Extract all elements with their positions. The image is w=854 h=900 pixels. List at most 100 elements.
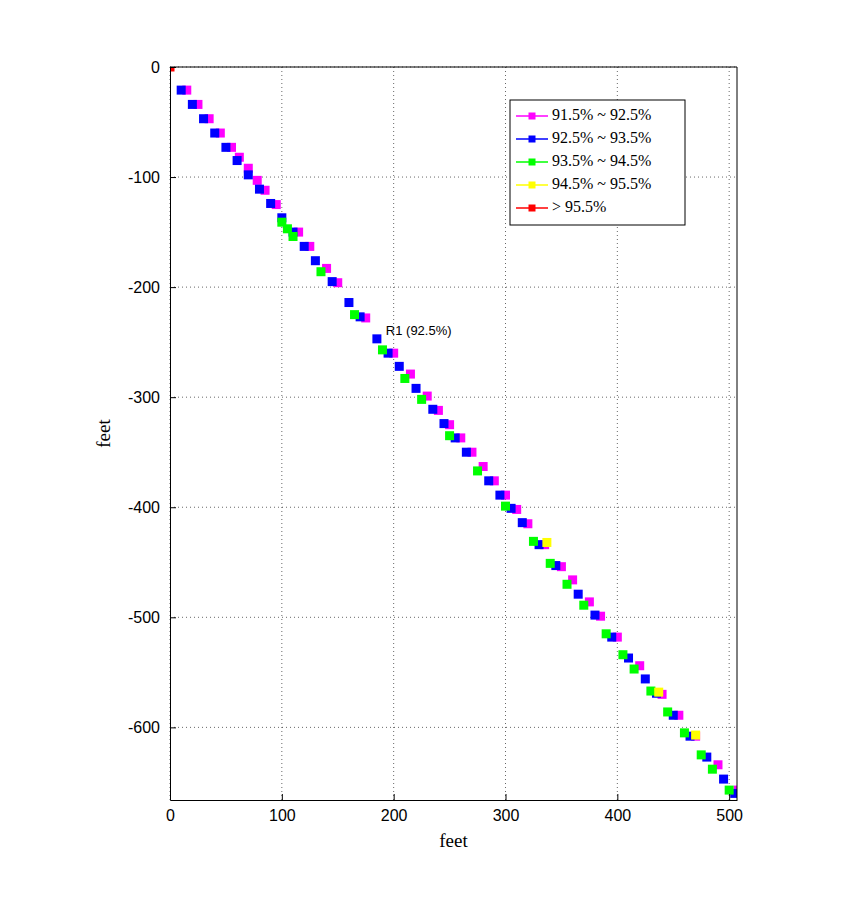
tick: -500 <box>128 609 176 626</box>
point <box>563 580 572 589</box>
tick-label: 0 <box>151 59 160 76</box>
point <box>253 176 262 185</box>
point <box>546 559 555 568</box>
point <box>266 199 275 208</box>
tick-label: -100 <box>128 169 160 186</box>
tick: 500 <box>716 794 743 824</box>
tick-mark <box>170 287 176 288</box>
point <box>574 590 583 599</box>
tick: -400 <box>128 499 176 516</box>
point <box>400 374 409 383</box>
grid-line-y <box>170 617 737 618</box>
point <box>372 334 381 343</box>
point <box>412 384 421 393</box>
grid-line-x <box>505 67 506 800</box>
point <box>199 114 208 123</box>
point <box>708 765 717 774</box>
point <box>221 143 230 152</box>
point <box>529 537 538 546</box>
legend-label: 91.5% ~ 92.5% <box>552 106 651 123</box>
point <box>590 611 599 620</box>
legend-label: 93.5% ~ 94.5% <box>552 152 651 169</box>
point <box>691 731 700 740</box>
y-axis-label: feet <box>93 419 114 448</box>
point <box>579 601 588 610</box>
tick-mark <box>170 727 176 728</box>
point <box>311 256 320 265</box>
tick-label: 400 <box>604 807 631 824</box>
legend-box <box>510 100 685 225</box>
tick-label: 200 <box>381 807 408 824</box>
legend: 91.5% ~ 92.5%92.5% ~ 93.5%93.5% ~ 94.5%9… <box>510 100 685 225</box>
points <box>170 67 737 798</box>
point <box>646 687 655 696</box>
legend-marker <box>529 113 536 120</box>
tick-mark <box>617 794 618 800</box>
point <box>439 419 448 428</box>
frame-right <box>737 67 738 800</box>
point <box>316 267 325 276</box>
point <box>602 629 611 638</box>
chart-svg: 0 100 200 300 400 500 -600 -500 -400 -300 -200 -100… <box>0 0 854 900</box>
tick-label: -300 <box>128 389 160 406</box>
chart-container: 0 100 200 300 400 500 -600 -500 -400 -300 -200 -100… <box>0 0 854 900</box>
grid-line-y <box>170 727 737 728</box>
grid-line-y <box>170 287 737 288</box>
grid <box>170 67 737 800</box>
x-axis: 0100200300400500 <box>166 794 743 824</box>
point <box>210 129 219 138</box>
annotation: R1 (92.5%) <box>386 323 452 338</box>
point <box>719 775 728 784</box>
grid-line-x <box>170 67 171 800</box>
tick-mark <box>282 794 283 800</box>
grid-line-y <box>170 67 737 68</box>
point <box>255 185 264 194</box>
tick-label: 100 <box>269 807 296 824</box>
tick-mark <box>506 794 507 800</box>
point <box>542 538 551 547</box>
tick-label: 500 <box>716 807 743 824</box>
point <box>283 224 292 233</box>
point <box>663 707 672 716</box>
axis-line <box>171 800 738 801</box>
point <box>462 448 471 457</box>
x-axis-label: feet <box>439 830 468 851</box>
grid-line-y <box>170 507 737 508</box>
point <box>630 665 639 674</box>
point <box>417 395 426 404</box>
legend-label: > 95.5% <box>552 198 606 215</box>
tick: -100 <box>128 169 176 186</box>
point <box>618 650 627 659</box>
point <box>244 170 253 179</box>
grid-line-x <box>729 67 730 800</box>
grid-line-y <box>170 397 737 398</box>
legend-marker <box>529 136 536 143</box>
point <box>233 156 242 165</box>
point <box>495 491 504 500</box>
tick: -600 <box>128 719 176 736</box>
point <box>654 688 663 697</box>
point <box>350 310 359 319</box>
legend-marker <box>529 205 536 212</box>
tick: -300 <box>128 389 176 406</box>
y-axis: -600 -500 -400 -300 -200 -100 0 <box>128 59 176 801</box>
tick: -200 <box>128 279 176 296</box>
legend-marker <box>529 159 536 166</box>
point <box>725 786 734 795</box>
point <box>395 362 404 371</box>
point <box>445 431 454 440</box>
point <box>697 750 706 759</box>
tick-mark <box>729 794 730 800</box>
plot-background <box>170 67 737 800</box>
point <box>300 242 309 251</box>
point <box>328 277 337 286</box>
point <box>344 298 353 307</box>
tick: 100 <box>269 794 296 824</box>
tick-mark <box>170 617 176 618</box>
point <box>188 100 197 109</box>
tick: 300 <box>493 794 520 824</box>
legend-label: 94.5% ~ 95.5% <box>552 175 651 192</box>
point <box>501 502 510 511</box>
tick-mark <box>170 177 176 178</box>
point <box>177 86 186 95</box>
